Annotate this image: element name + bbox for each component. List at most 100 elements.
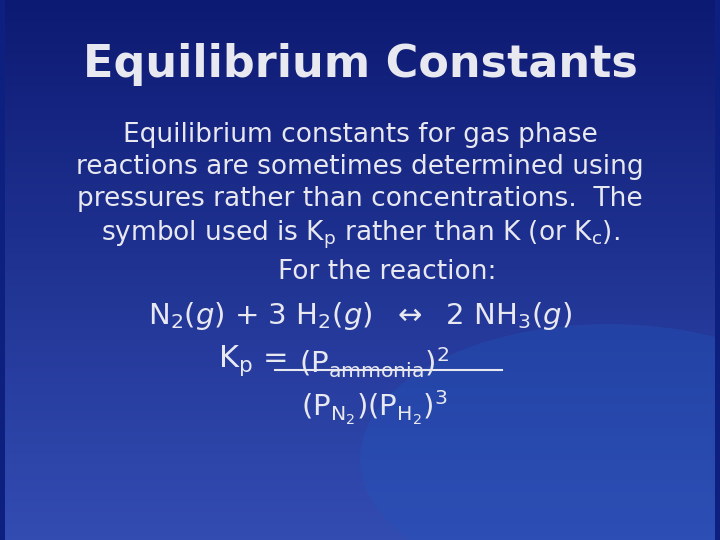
Bar	[5, 302, 715, 308]
Bar	[5, 427, 715, 432]
Bar	[5, 216, 715, 221]
Bar	[5, 529, 715, 535]
Bar	[5, 130, 715, 135]
Bar	[5, 232, 715, 238]
Bar	[5, 140, 715, 146]
Bar	[5, 103, 715, 108]
Bar	[5, 54, 715, 59]
Bar	[5, 454, 715, 459]
Bar	[5, 135, 715, 140]
Bar	[5, 5, 715, 11]
Bar	[5, 351, 715, 356]
Bar	[5, 535, 715, 540]
Bar	[5, 270, 715, 275]
Bar	[5, 59, 715, 65]
Ellipse shape	[360, 324, 720, 540]
Bar	[5, 124, 715, 130]
Bar	[5, 11, 715, 16]
Bar	[5, 265, 715, 270]
Bar	[5, 0, 715, 5]
Bar	[5, 194, 715, 200]
Bar	[5, 275, 715, 281]
Bar	[5, 497, 715, 502]
Bar	[5, 416, 715, 421]
Bar	[5, 324, 715, 329]
Bar	[5, 189, 715, 194]
Bar	[5, 389, 715, 394]
Bar	[5, 38, 715, 43]
Bar	[5, 178, 715, 184]
Text: symbol used is $\mathregular{K_p}$ rather than K (or $\mathregular{K_c}$).: symbol used is $\mathregular{K_p}$ rathe…	[101, 219, 619, 251]
Bar	[5, 92, 715, 97]
Bar	[5, 292, 715, 297]
Bar	[5, 113, 715, 119]
Text: pressures rather than concentrations.  The: pressures rather than concentrations. Th…	[77, 186, 643, 212]
Text: ($\mathregular{P_{N_2}}$)($\mathregular{P_{H_2}}$)$^3$: ($\mathregular{P_{N_2}}$)($\mathregular{…	[301, 389, 448, 427]
Bar	[5, 486, 715, 491]
Bar	[5, 108, 715, 113]
Bar	[5, 43, 715, 49]
Bar	[5, 281, 715, 286]
Bar	[5, 16, 715, 22]
Bar	[5, 227, 715, 232]
Bar	[5, 502, 715, 508]
Bar	[5, 362, 715, 367]
Bar	[5, 508, 715, 513]
Bar	[5, 421, 715, 427]
Bar	[5, 146, 715, 151]
Text: ($\mathregular{P_{ammonia}}$)$^2$: ($\mathregular{P_{ammonia}}$)$^2$	[299, 346, 449, 380]
Bar	[5, 22, 715, 27]
Bar	[5, 27, 715, 32]
Bar	[5, 308, 715, 313]
Bar	[5, 162, 715, 167]
Bar	[5, 524, 715, 529]
Bar	[5, 157, 715, 162]
Bar	[5, 432, 715, 437]
Bar	[5, 394, 715, 400]
Bar	[5, 243, 715, 248]
Bar	[5, 81, 715, 86]
Bar	[5, 329, 715, 335]
Bar	[5, 400, 715, 405]
Bar	[5, 297, 715, 302]
Bar	[5, 475, 715, 481]
Bar	[5, 448, 715, 454]
Bar	[5, 248, 715, 254]
Bar	[5, 86, 715, 92]
Bar	[5, 356, 715, 362]
Bar	[5, 205, 715, 211]
Bar	[5, 443, 715, 448]
Text: reactions are sometimes determined using: reactions are sometimes determined using	[76, 154, 644, 180]
Bar	[5, 32, 715, 38]
Text: For the reaction:: For the reaction:	[279, 259, 497, 285]
Bar	[5, 151, 715, 157]
Bar	[5, 383, 715, 389]
Bar	[5, 410, 715, 416]
Bar	[5, 286, 715, 292]
Bar	[5, 211, 715, 216]
Bar	[5, 378, 715, 383]
Text: $\mathregular{N_2}$($g$) + 3 $\mathregular{H_2}$($g$)  $\leftrightarrow$  2 $\ma: $\mathregular{N_2}$($g$) + 3 $\mathregul…	[148, 300, 572, 332]
Bar	[5, 76, 715, 81]
Bar	[5, 346, 715, 351]
Bar	[5, 335, 715, 340]
Bar	[5, 173, 715, 178]
Bar	[5, 313, 715, 319]
Bar	[5, 437, 715, 443]
Bar	[5, 70, 715, 76]
Bar	[5, 367, 715, 373]
Bar	[5, 97, 715, 103]
Bar	[5, 491, 715, 497]
Bar	[5, 259, 715, 265]
Bar	[5, 184, 715, 189]
Bar	[5, 481, 715, 486]
Bar	[5, 464, 715, 470]
Text: $\mathregular{K_p}$ =: $\mathregular{K_p}$ =	[218, 343, 290, 378]
Bar	[5, 319, 715, 324]
Bar	[5, 254, 715, 259]
Bar	[5, 340, 715, 346]
Bar	[5, 459, 715, 464]
Text: Equilibrium Constants: Equilibrium Constants	[83, 43, 637, 86]
Bar	[5, 513, 715, 518]
Bar	[5, 119, 715, 124]
